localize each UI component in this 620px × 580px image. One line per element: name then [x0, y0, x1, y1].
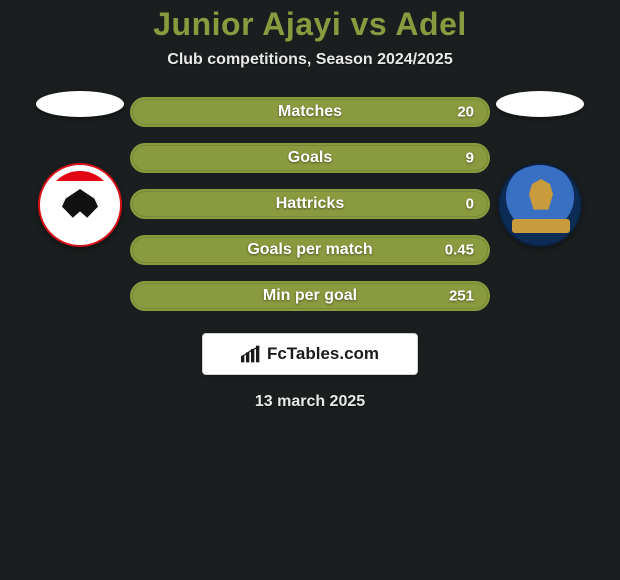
subtitle: Club competitions, Season 2024/2025 [167, 51, 452, 69]
stats-list: Matches 20 Goals 9 Hattricks 0 Goals per… [130, 91, 490, 311]
left-club-badge [38, 163, 122, 247]
right-player-column [490, 91, 590, 247]
date-text: 13 march 2025 [255, 393, 365, 411]
stat-label: Hattricks [276, 195, 344, 213]
left-player-avatar [36, 91, 124, 117]
stat-row-goals-per-match: Goals per match 0.45 [130, 235, 490, 265]
left-player-column [30, 91, 130, 247]
right-player-avatar [496, 91, 584, 117]
stat-label: Goals per match [247, 241, 372, 259]
stat-value: 251 [449, 288, 474, 305]
stat-label: Min per goal [263, 287, 357, 305]
ribbon-icon [512, 219, 570, 233]
left-club-inner [46, 171, 114, 239]
stat-row-hattricks: Hattricks 0 [130, 189, 490, 219]
stat-row-goals: Goals 9 [130, 143, 490, 173]
stat-label: Matches [278, 103, 342, 121]
stat-value: 20 [457, 104, 474, 121]
content-row: Matches 20 Goals 9 Hattricks 0 Goals per… [0, 91, 620, 311]
right-club-badge [498, 163, 582, 247]
eagle-icon [62, 189, 98, 221]
stat-label: Goals [288, 149, 332, 167]
stat-row-min-per-goal: Min per goal 251 [130, 281, 490, 311]
page-title: Junior Ajayi vs Adel [153, 6, 467, 43]
stat-value: 0 [466, 196, 474, 213]
stat-row-matches: Matches 20 [130, 97, 490, 127]
stat-value: 0.45 [445, 242, 474, 259]
bar-chart-icon [241, 345, 261, 363]
brand-link[interactable]: FcTables.com [202, 333, 418, 375]
comparison-card: Junior Ajayi vs Adel Club competitions, … [0, 0, 620, 580]
pharaoh-icon [526, 179, 556, 213]
brand-text: FcTables.com [267, 344, 379, 364]
stat-value: 9 [466, 150, 474, 167]
